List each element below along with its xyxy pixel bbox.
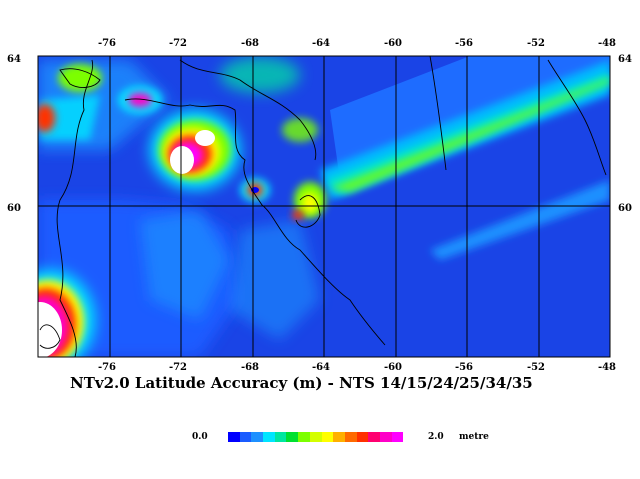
legend-swatch bbox=[321, 432, 334, 442]
legend-swatch bbox=[274, 432, 287, 442]
legend-unit: metre bbox=[459, 432, 489, 442]
map-frame bbox=[37, 55, 611, 358]
lon-label-bottom: -68 bbox=[241, 362, 259, 373]
hotspot-north-green bbox=[58, 64, 102, 92]
offshore-band-lower bbox=[430, 180, 610, 260]
hotspot-ungava-white-2 bbox=[195, 130, 215, 146]
legend-swatch bbox=[344, 432, 357, 442]
baffin-coast bbox=[179, 59, 317, 161]
accuracy-raster bbox=[38, 56, 610, 357]
legend-max-label: 2.0 bbox=[428, 432, 444, 442]
lon-label-top: -56 bbox=[455, 38, 473, 49]
offshore-band-green bbox=[330, 78, 610, 192]
lon-label-bottom: -48 bbox=[598, 362, 616, 373]
greenland-coast bbox=[547, 59, 607, 176]
lon-label-top: -48 bbox=[598, 38, 616, 49]
inland-area-2 bbox=[140, 210, 230, 320]
legend-swatch bbox=[239, 432, 252, 442]
legend-swatch bbox=[251, 432, 264, 442]
legend-min-label: 0.0 bbox=[192, 432, 208, 442]
north-west-cyan bbox=[40, 95, 100, 140]
bottom-lon-labels: -76 -72 -68 -64 -60 -56 -52 -48 bbox=[98, 362, 616, 373]
labrador-coast bbox=[124, 98, 386, 346]
lon-label-top: -60 bbox=[384, 38, 402, 49]
lon-label-bottom: -64 bbox=[312, 362, 330, 373]
lat-label-left: 64 bbox=[7, 54, 21, 65]
legend-swatch bbox=[286, 432, 299, 442]
graticule bbox=[38, 56, 610, 357]
lat-labels: 64 60 64 60 bbox=[7, 54, 632, 214]
legend-swatch bbox=[309, 432, 322, 442]
legend-swatch bbox=[356, 432, 369, 442]
lon-label-top: -52 bbox=[527, 38, 545, 49]
lon-label-top: -64 bbox=[312, 38, 330, 49]
lat-label-left: 60 bbox=[7, 203, 21, 214]
lon-label-bottom: -60 bbox=[384, 362, 402, 373]
hotspot-coast-red bbox=[292, 210, 304, 220]
lat-label-right: 64 bbox=[618, 54, 632, 65]
hotspot-strait-green bbox=[282, 118, 318, 142]
lon-label-bottom: -52 bbox=[527, 362, 545, 373]
greenland-edge bbox=[429, 56, 447, 171]
legend-swatch bbox=[368, 432, 380, 442]
hotspot-north-magenta bbox=[128, 93, 152, 107]
legend-swatch bbox=[298, 432, 310, 442]
coast-island bbox=[295, 195, 321, 228]
legend-swatch bbox=[333, 432, 345, 442]
legend-color-bar bbox=[228, 432, 404, 442]
lon-label-bottom: -76 bbox=[98, 362, 116, 373]
hotspot-west-red bbox=[38, 104, 55, 132]
lon-label-bottom: -72 bbox=[169, 362, 187, 373]
sw-coast bbox=[39, 324, 61, 349]
lon-label-top: -76 bbox=[98, 38, 116, 49]
map-title: NTv2.0 Latitude Accuracy (m) - NTS 14/15… bbox=[70, 374, 533, 392]
hotspot-baffin-teal bbox=[220, 57, 300, 93]
legend-swatch bbox=[391, 432, 404, 442]
lon-label-top: -72 bbox=[169, 38, 187, 49]
coastlines bbox=[39, 56, 607, 357]
lat-label-right: 60 bbox=[618, 203, 632, 214]
legend-swatch bbox=[228, 432, 240, 442]
hudson-bay-coast bbox=[56, 59, 94, 357]
lon-label-bottom: -56 bbox=[455, 362, 473, 373]
hotspot-sw-white bbox=[38, 302, 62, 357]
lon-label-top: -68 bbox=[241, 38, 259, 49]
north-island bbox=[59, 68, 101, 88]
legend-swatch bbox=[263, 432, 275, 442]
top-lon-labels: -76 -72 -68 -64 -60 -56 -52 -48 bbox=[98, 38, 616, 49]
legend-swatch bbox=[379, 432, 392, 442]
hotspot-ungava-white bbox=[170, 146, 194, 174]
